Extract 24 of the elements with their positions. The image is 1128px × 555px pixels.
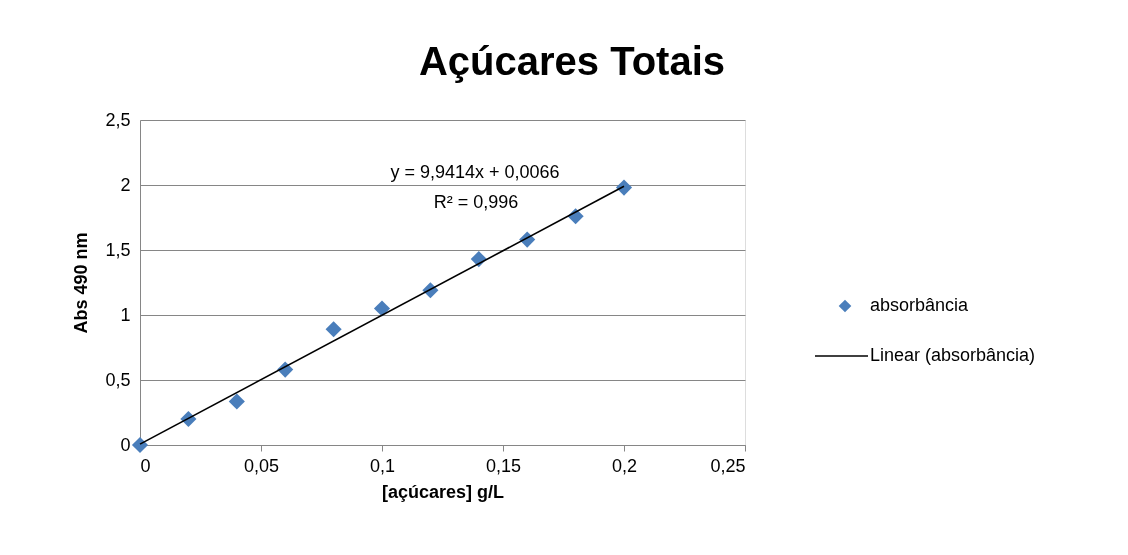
point — [131, 436, 149, 454]
x-tick-label: 0,05 — [243, 455, 280, 476]
x-tick-label: 0 — [140, 455, 151, 476]
legend-label: Linear (absorbância) — [870, 345, 1036, 365]
chart-title: Açúcares Totais — [418, 39, 726, 83]
point — [373, 300, 391, 317]
x-axis-title: [açúcares] g/L — [381, 481, 505, 502]
point — [228, 393, 245, 410]
y-tick-label: 0 — [120, 434, 131, 455]
point — [325, 321, 342, 338]
y-tick-label: 2,5 — [105, 109, 131, 130]
x-tick-label: 0,1 — [369, 455, 396, 476]
y-tick-label: 2 — [120, 174, 131, 195]
x-tick-label: 0,15 — [485, 455, 522, 476]
y-tick-label: 0,5 — [105, 369, 131, 390]
point — [615, 179, 633, 196]
y-tick-label: 1,5 — [105, 239, 131, 260]
x-tick-label: 0,2 — [611, 455, 638, 476]
y-tick-label: 1 — [120, 304, 131, 325]
legend-label: absorbância — [870, 295, 970, 315]
annotation: y = 9,9414x + 0,0066 — [390, 162, 560, 182]
y-axis-title: Abs 490 nm — [71, 232, 92, 334]
x-tick-label: 0,25 — [710, 455, 746, 476]
annotation: R² = 0,996 — [433, 192, 519, 212]
